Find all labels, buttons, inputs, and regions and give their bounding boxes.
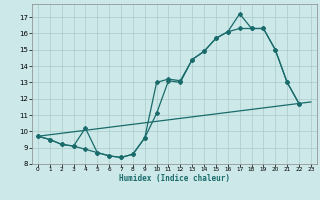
X-axis label: Humidex (Indice chaleur): Humidex (Indice chaleur) (119, 174, 230, 183)
